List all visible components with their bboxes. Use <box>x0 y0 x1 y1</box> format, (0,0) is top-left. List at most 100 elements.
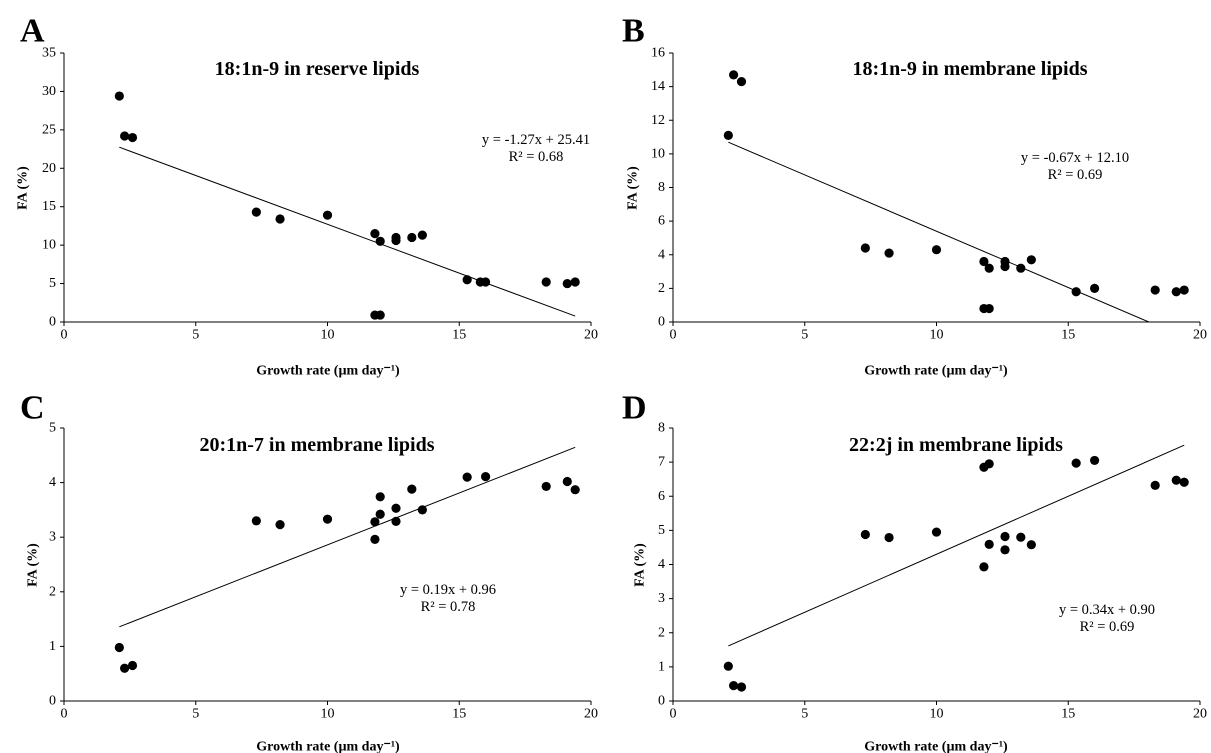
y-tick-label: 3 <box>658 591 665 606</box>
data-point <box>1179 477 1189 487</box>
x-tick-label: 20 <box>1193 328 1207 343</box>
trend-line <box>728 444 1185 647</box>
x-axis-label: Growth rate (µm day⁻¹) <box>256 364 400 379</box>
data-point <box>120 663 130 673</box>
chart-title: 18:1n-9 in reserve lipids <box>215 58 420 80</box>
panel-letter: C <box>20 390 45 427</box>
data-point <box>979 562 989 572</box>
y-tick-label: 0 <box>658 694 665 709</box>
x-tick-label: 10 <box>930 328 944 343</box>
data-point <box>370 517 380 527</box>
r-squared-label: R² = 0.78 <box>421 599 476 615</box>
y-axis-label: FA (%) <box>16 166 31 210</box>
data-point <box>541 481 551 492</box>
data-point <box>375 310 385 320</box>
regression-equation: y = 0.19x + 0.96 <box>400 582 496 598</box>
data-point <box>1071 458 1081 468</box>
y-tick-label: 6 <box>658 214 665 229</box>
x-tick-label: 20 <box>584 707 598 722</box>
data-point <box>407 484 417 494</box>
data-point <box>860 243 870 253</box>
x-tick-label: 0 <box>670 707 677 722</box>
x-tick-label: 10 <box>321 707 335 722</box>
y-tick-label: 5 <box>49 421 56 436</box>
chart-title: 18:1n-9 in membrane lipids <box>852 58 1087 80</box>
y-tick-label: 3 <box>49 530 56 545</box>
y-tick-label: 7 <box>658 455 665 470</box>
data-point <box>884 248 894 258</box>
data-point <box>375 492 385 502</box>
x-tick-label: 15 <box>1061 328 1075 343</box>
data-point <box>736 682 747 692</box>
data-point <box>114 91 124 101</box>
y-tick-label: 10 <box>651 146 665 161</box>
y-tick-label: 4 <box>658 247 665 262</box>
panel-a: A 18:1n-9 in reserve lipids 0 5 10 15 20 25 30 35… <box>16 13 599 379</box>
data-point <box>375 236 385 246</box>
x-tick-label: 10 <box>321 328 335 343</box>
data-point <box>1150 480 1160 490</box>
data-point <box>481 471 491 482</box>
data-point <box>1000 531 1010 542</box>
x-tick-label: 15 <box>452 707 466 722</box>
y-tick-label: 4 <box>658 557 665 572</box>
data-point <box>251 516 261 526</box>
y-tick-label: 20 <box>42 161 56 176</box>
data-point <box>391 516 401 526</box>
data-point <box>407 232 417 243</box>
x-tick-label: 15 <box>452 328 466 343</box>
x-axis-label: Growth rate (µm day⁻¹) <box>256 740 400 753</box>
data-point <box>931 245 942 255</box>
y-tick-label: 15 <box>42 199 56 214</box>
x-tick-label: 20 <box>584 328 598 343</box>
data-point <box>391 503 401 513</box>
r-squared-label: R² = 0.69 <box>1080 619 1135 635</box>
data-point <box>370 229 380 239</box>
y-tick-label: 8 <box>658 421 665 436</box>
panel-letter: A <box>20 13 45 50</box>
data-point <box>570 485 580 495</box>
data-point <box>723 130 733 140</box>
data-point <box>984 303 994 314</box>
data-point <box>860 529 870 540</box>
data-point <box>127 660 138 671</box>
data-point <box>562 476 572 487</box>
data-point <box>1090 455 1100 466</box>
panel-c: C 20:1n-7 in membrane lipids 0 1 2 3 4 5 0 5 10 15 2… <box>20 390 598 753</box>
y-tick-label: 16 <box>651 46 665 61</box>
data-point <box>417 230 427 240</box>
data-point <box>275 520 285 530</box>
panel-d: D 22:2j in membrane lipids 0 1 2 3 4 5 6 7 8 0 5 10 15… <box>622 390 1207 753</box>
data-point <box>1171 475 1181 485</box>
y-tick-label: 25 <box>42 122 56 137</box>
data-point <box>481 277 491 287</box>
r-squared-label: R² = 0.69 <box>1048 167 1103 183</box>
data-point <box>462 275 472 285</box>
x-tick-label: 0 <box>61 328 68 343</box>
y-tick-label: 0 <box>658 315 665 330</box>
data-point <box>120 131 130 141</box>
x-tick-label: 5 <box>801 328 808 343</box>
data-point <box>251 207 261 217</box>
y-tick-label: 4 <box>49 475 56 490</box>
data-point <box>1026 540 1036 550</box>
data-point <box>1026 255 1036 265</box>
regression-equation: y = -0.67x + 12.10 <box>1021 150 1129 166</box>
data-point <box>984 263 994 273</box>
data-point <box>391 235 401 246</box>
y-tick-label: 0 <box>49 694 56 709</box>
y-axis-label: FA (%) <box>633 543 648 587</box>
y-axis-label: FA (%) <box>626 166 641 210</box>
data-point <box>541 277 551 287</box>
data-point <box>1000 261 1010 272</box>
data-point <box>114 642 124 653</box>
y-tick-label: 30 <box>42 84 56 99</box>
y-tick-label: 5 <box>658 523 665 538</box>
y-tick-label: 2 <box>658 625 665 640</box>
regression-equation: y = 0.34x + 0.90 <box>1059 602 1155 618</box>
y-tick-label: 8 <box>658 180 665 195</box>
y-tick-label: 2 <box>658 281 665 296</box>
y-tick-label: 12 <box>651 113 665 128</box>
data-point <box>127 132 138 143</box>
panel-letter: D <box>622 390 647 427</box>
